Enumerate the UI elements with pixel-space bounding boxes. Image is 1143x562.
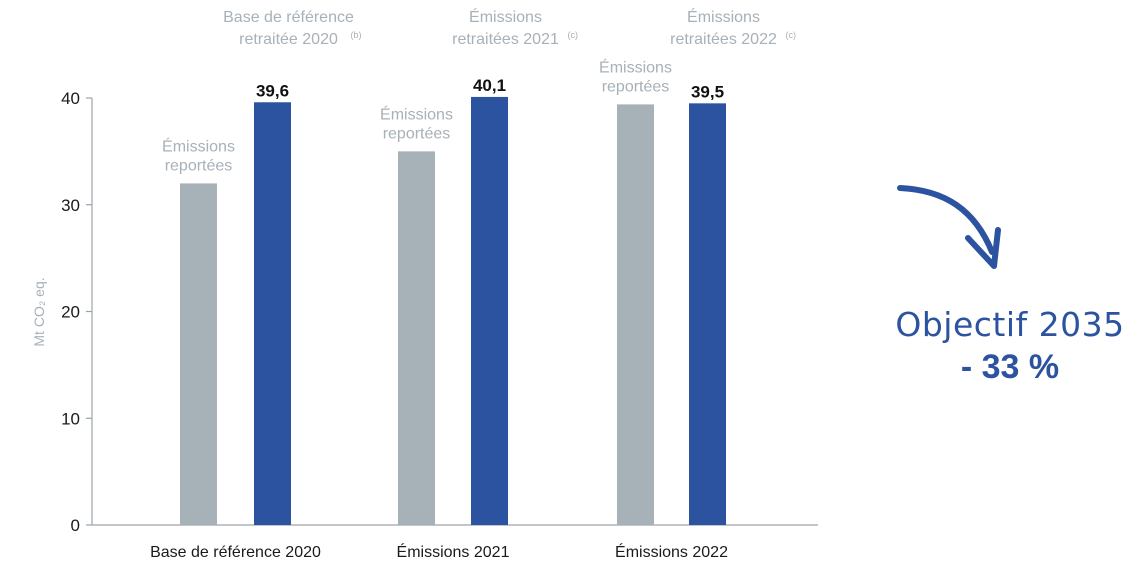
series-header-label: Émissions (687, 7, 760, 26)
series-header-label: retraitée 2020 (239, 31, 338, 48)
bar-label-reported: Émissions (599, 57, 672, 76)
series-header-label: retraitées 2022 (670, 31, 777, 48)
x-category-label: Base de référence 2020 (150, 544, 321, 561)
bar-restated (254, 102, 291, 526)
bar-label-reported: reportées (165, 157, 233, 174)
x-category-label: Émissions 2021 (397, 542, 510, 561)
y-tick-label: 30 (61, 196, 80, 215)
objectif-title: Objectif 2035 (895, 305, 1125, 344)
bar-reported (180, 183, 217, 525)
bar-label-reported: reportées (383, 125, 451, 142)
y-tick-label: 40 (61, 89, 80, 108)
series-header-label: Émissions (469, 7, 542, 26)
bar-value-label: 39,5 (691, 82, 724, 101)
bar-label-reported: Émissions (380, 104, 453, 123)
objectif-value: - 33 % (960, 348, 1060, 386)
bar-value-label: 40,1 (473, 76, 506, 95)
objectif-2035: Objectif 2035 - 33 % (880, 305, 1140, 387)
bar-reported (398, 151, 435, 525)
bar-label-reported: Émissions (162, 136, 235, 155)
series-header-note: (b) (351, 30, 362, 40)
series-header-note: (c) (786, 30, 797, 40)
bar-restated (689, 103, 726, 526)
bar-value-label: 39,6 (256, 81, 289, 100)
y-tick-label: 20 (61, 303, 80, 322)
emissions-bar-chart: 0 10 20 30 40 Mt CO₂ eq. Base de référence 202… (31, 7, 818, 561)
y-tick-label: 0 (71, 516, 80, 535)
curved-arrow-down-icon (897, 185, 1001, 269)
bar-label-reported: reportées (602, 78, 670, 95)
series-header-label: retraitées 2021 (452, 31, 559, 48)
y-tick-label: 10 (61, 409, 80, 428)
bar-restated (471, 96, 508, 526)
x-category-label: Émissions 2022 (615, 542, 728, 561)
bar-reported (617, 104, 654, 525)
y-axis-label: Mt CO₂ eq. (31, 277, 47, 346)
series-header-label: Base de référence (223, 9, 354, 26)
series-header-note: (c) (568, 30, 579, 40)
